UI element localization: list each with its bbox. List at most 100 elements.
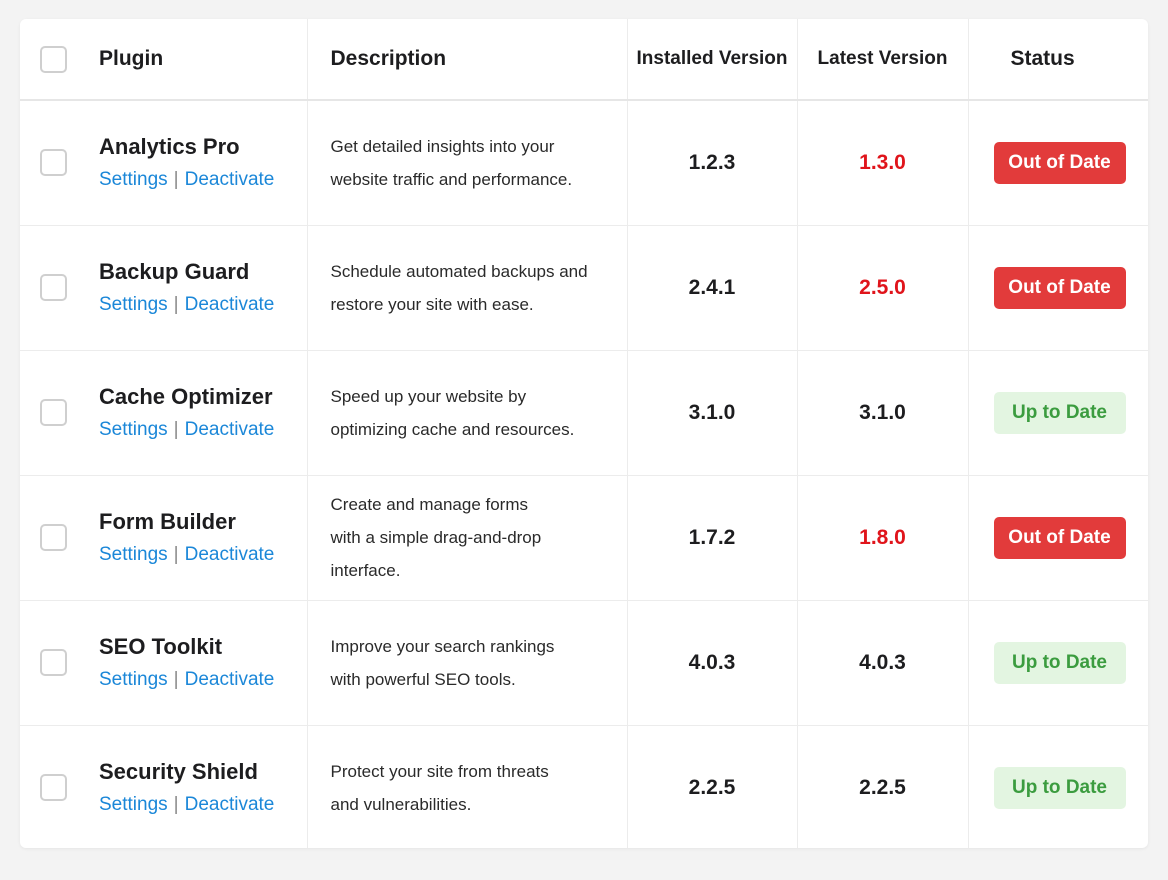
plugin-actions: Settings | Deactivate bbox=[99, 416, 274, 444]
plugin-description-line: with a simple drag-and-drop bbox=[330, 528, 542, 547]
installed-version: 2.2.5 bbox=[627, 725, 798, 848]
cell-plugin: Form Builder Settings | Deactivate bbox=[20, 475, 308, 601]
table-row: Security Shield Settings | Deactivate Prot… bbox=[20, 725, 1148, 848]
settings-link[interactable]: Settings bbox=[99, 168, 168, 190]
plugin-actions: Settings | Deactivate bbox=[99, 791, 274, 819]
row-select-checkbox[interactable] bbox=[40, 149, 67, 177]
action-separator: | bbox=[173, 543, 179, 565]
installed-version: 1.2.3 bbox=[627, 100, 798, 226]
row-select-checkbox[interactable] bbox=[40, 649, 67, 676]
table-row: SEO Toolkit Settings | Deactivate Improve … bbox=[20, 600, 1148, 726]
installed-version: 3.1.0 bbox=[627, 350, 798, 476]
header-installed-version: Installed Version bbox=[627, 19, 798, 101]
table-row: Analytics Pro Settings | Deactivate Get de… bbox=[20, 100, 1148, 226]
deactivate-link[interactable]: Deactivate bbox=[184, 418, 275, 440]
plugin-name: Analytics Pro bbox=[99, 133, 240, 159]
row-select-checkbox[interactable] bbox=[40, 399, 67, 426]
deactivate-link[interactable]: Deactivate bbox=[184, 793, 275, 815]
cell-description: Schedule automated backups and restore yo… bbox=[307, 225, 628, 351]
plugin-name: Backup Guard bbox=[99, 258, 250, 284]
table-row: Cache Optimizer Settings | Deactivate Spee… bbox=[20, 350, 1148, 476]
cell-description: Create and manage forms with a simple dra… bbox=[307, 475, 628, 601]
status-badge: Up to Date bbox=[993, 641, 1126, 684]
cell-plugin: Cache Optimizer Settings | Deactivate bbox=[20, 350, 308, 476]
row-select-checkbox[interactable] bbox=[40, 524, 67, 551]
plugin-actions: Settings | Deactivate bbox=[99, 166, 274, 194]
plugin-description-line: with powerful SEO tools. bbox=[330, 669, 516, 689]
deactivate-link[interactable]: Deactivate bbox=[184, 168, 275, 190]
latest-version: 2.2.5 bbox=[797, 725, 969, 848]
cell-description: Get detailed insights into your website t… bbox=[307, 100, 628, 226]
settings-link[interactable]: Settings bbox=[99, 793, 168, 815]
plugin-description-line: interface. bbox=[330, 561, 401, 580]
status-badge: Out of Date bbox=[993, 516, 1126, 559]
plugin-description-line: Protect your site from threats bbox=[330, 761, 549, 781]
plugin-description-line: Schedule automated backups and bbox=[330, 261, 588, 281]
status-badge: Out of Date bbox=[993, 141, 1126, 184]
plugin-info: SEO Toolkit Settings | Deactivate bbox=[99, 632, 274, 694]
plugin-name: Cache Optimizer bbox=[99, 383, 273, 409]
plugin-description-line: Speed up your website by bbox=[330, 386, 527, 406]
deactivate-link[interactable]: Deactivate bbox=[184, 668, 275, 690]
installed-version: 2.4.1 bbox=[627, 225, 798, 351]
header-plugin-label: Plugin bbox=[99, 47, 164, 70]
plugin-info: Security Shield Settings | Deactivate bbox=[99, 757, 274, 819]
plugin-description-line: optimizing cache and resources. bbox=[330, 419, 575, 439]
settings-link[interactable]: Settings bbox=[99, 418, 168, 440]
row-select-checkbox[interactable] bbox=[40, 274, 67, 301]
settings-link[interactable]: Settings bbox=[99, 668, 168, 690]
settings-link[interactable]: Settings bbox=[99, 293, 168, 315]
deactivate-link[interactable]: Deactivate bbox=[184, 293, 275, 315]
plugin-description-line: website traffic and performance. bbox=[330, 169, 573, 189]
plugin-description-line: restore your site with ease. bbox=[330, 294, 534, 314]
table-header-row: Plugin Description Installed Version Lat… bbox=[20, 19, 1148, 101]
cell-status: Out of Date bbox=[968, 475, 1148, 601]
latest-version: 1.3.0 bbox=[797, 100, 969, 226]
table-row: Backup Guard Settings | Deactivate Schedul… bbox=[20, 225, 1148, 351]
cell-status: Up to Date bbox=[968, 350, 1148, 476]
installed-version: 4.0.3 bbox=[627, 600, 798, 726]
cell-description: Speed up your website by optimizing cache… bbox=[307, 350, 628, 476]
status-badge: Out of Date bbox=[993, 266, 1126, 309]
header-latest-version: Latest Version bbox=[797, 19, 969, 101]
header-status: Status bbox=[968, 19, 1148, 101]
cell-plugin: Backup Guard Settings | Deactivate bbox=[20, 225, 308, 351]
cell-status: Out of Date bbox=[968, 100, 1148, 226]
latest-version: 3.1.0 bbox=[797, 350, 969, 476]
status-badge: Up to Date bbox=[993, 391, 1126, 434]
plugin-actions: Settings | Deactivate bbox=[99, 541, 274, 569]
row-select-checkbox[interactable] bbox=[40, 774, 67, 802]
action-separator: | bbox=[173, 418, 179, 440]
plugin-name: Security Shield bbox=[99, 758, 258, 784]
installed-version: 1.7.2 bbox=[627, 475, 798, 601]
plugin-description-line: Create and manage forms bbox=[330, 495, 529, 514]
action-separator: | bbox=[173, 293, 179, 315]
plugin-info: Analytics Pro Settings | Deactivate bbox=[99, 132, 274, 194]
plugins-table-card: Plugin Description Installed Version Lat… bbox=[20, 19, 1148, 848]
cell-description: Improve your search rankings with powerfu… bbox=[307, 600, 628, 726]
status-badge: Up to Date bbox=[993, 766, 1126, 809]
plugin-description-line: Get detailed insights into your bbox=[330, 136, 555, 156]
latest-version: 1.8.0 bbox=[797, 475, 969, 601]
plugin-info: Backup Guard Settings | Deactivate bbox=[99, 257, 274, 319]
cell-status: Up to Date bbox=[968, 600, 1148, 726]
settings-link[interactable]: Settings bbox=[99, 543, 168, 565]
action-separator: | bbox=[173, 668, 179, 690]
plugin-description-line: and vulnerabilities. bbox=[330, 794, 472, 814]
deactivate-link[interactable]: Deactivate bbox=[184, 543, 275, 565]
plugin-actions: Settings | Deactivate bbox=[99, 291, 274, 319]
cell-plugin: Security Shield Settings | Deactivate bbox=[20, 725, 308, 848]
plugins-table: Plugin Description Installed Version Lat… bbox=[20, 19, 1148, 848]
plugin-description-line: Improve your search rankings bbox=[330, 636, 555, 656]
plugin-info: Cache Optimizer Settings | Deactivate bbox=[99, 382, 274, 444]
latest-version: 2.5.0 bbox=[797, 225, 969, 351]
select-all-checkbox[interactable] bbox=[40, 45, 67, 73]
plugin-name: SEO Toolkit bbox=[99, 633, 223, 659]
header-plugin: Plugin bbox=[20, 19, 308, 101]
action-separator: | bbox=[173, 793, 179, 815]
latest-version: 4.0.3 bbox=[797, 600, 969, 726]
cell-plugin: SEO Toolkit Settings | Deactivate bbox=[20, 600, 308, 726]
cell-status: Out of Date bbox=[968, 225, 1148, 351]
cell-description: Protect your site from threats and vulner… bbox=[307, 725, 628, 848]
header-description: Description bbox=[307, 19, 628, 101]
